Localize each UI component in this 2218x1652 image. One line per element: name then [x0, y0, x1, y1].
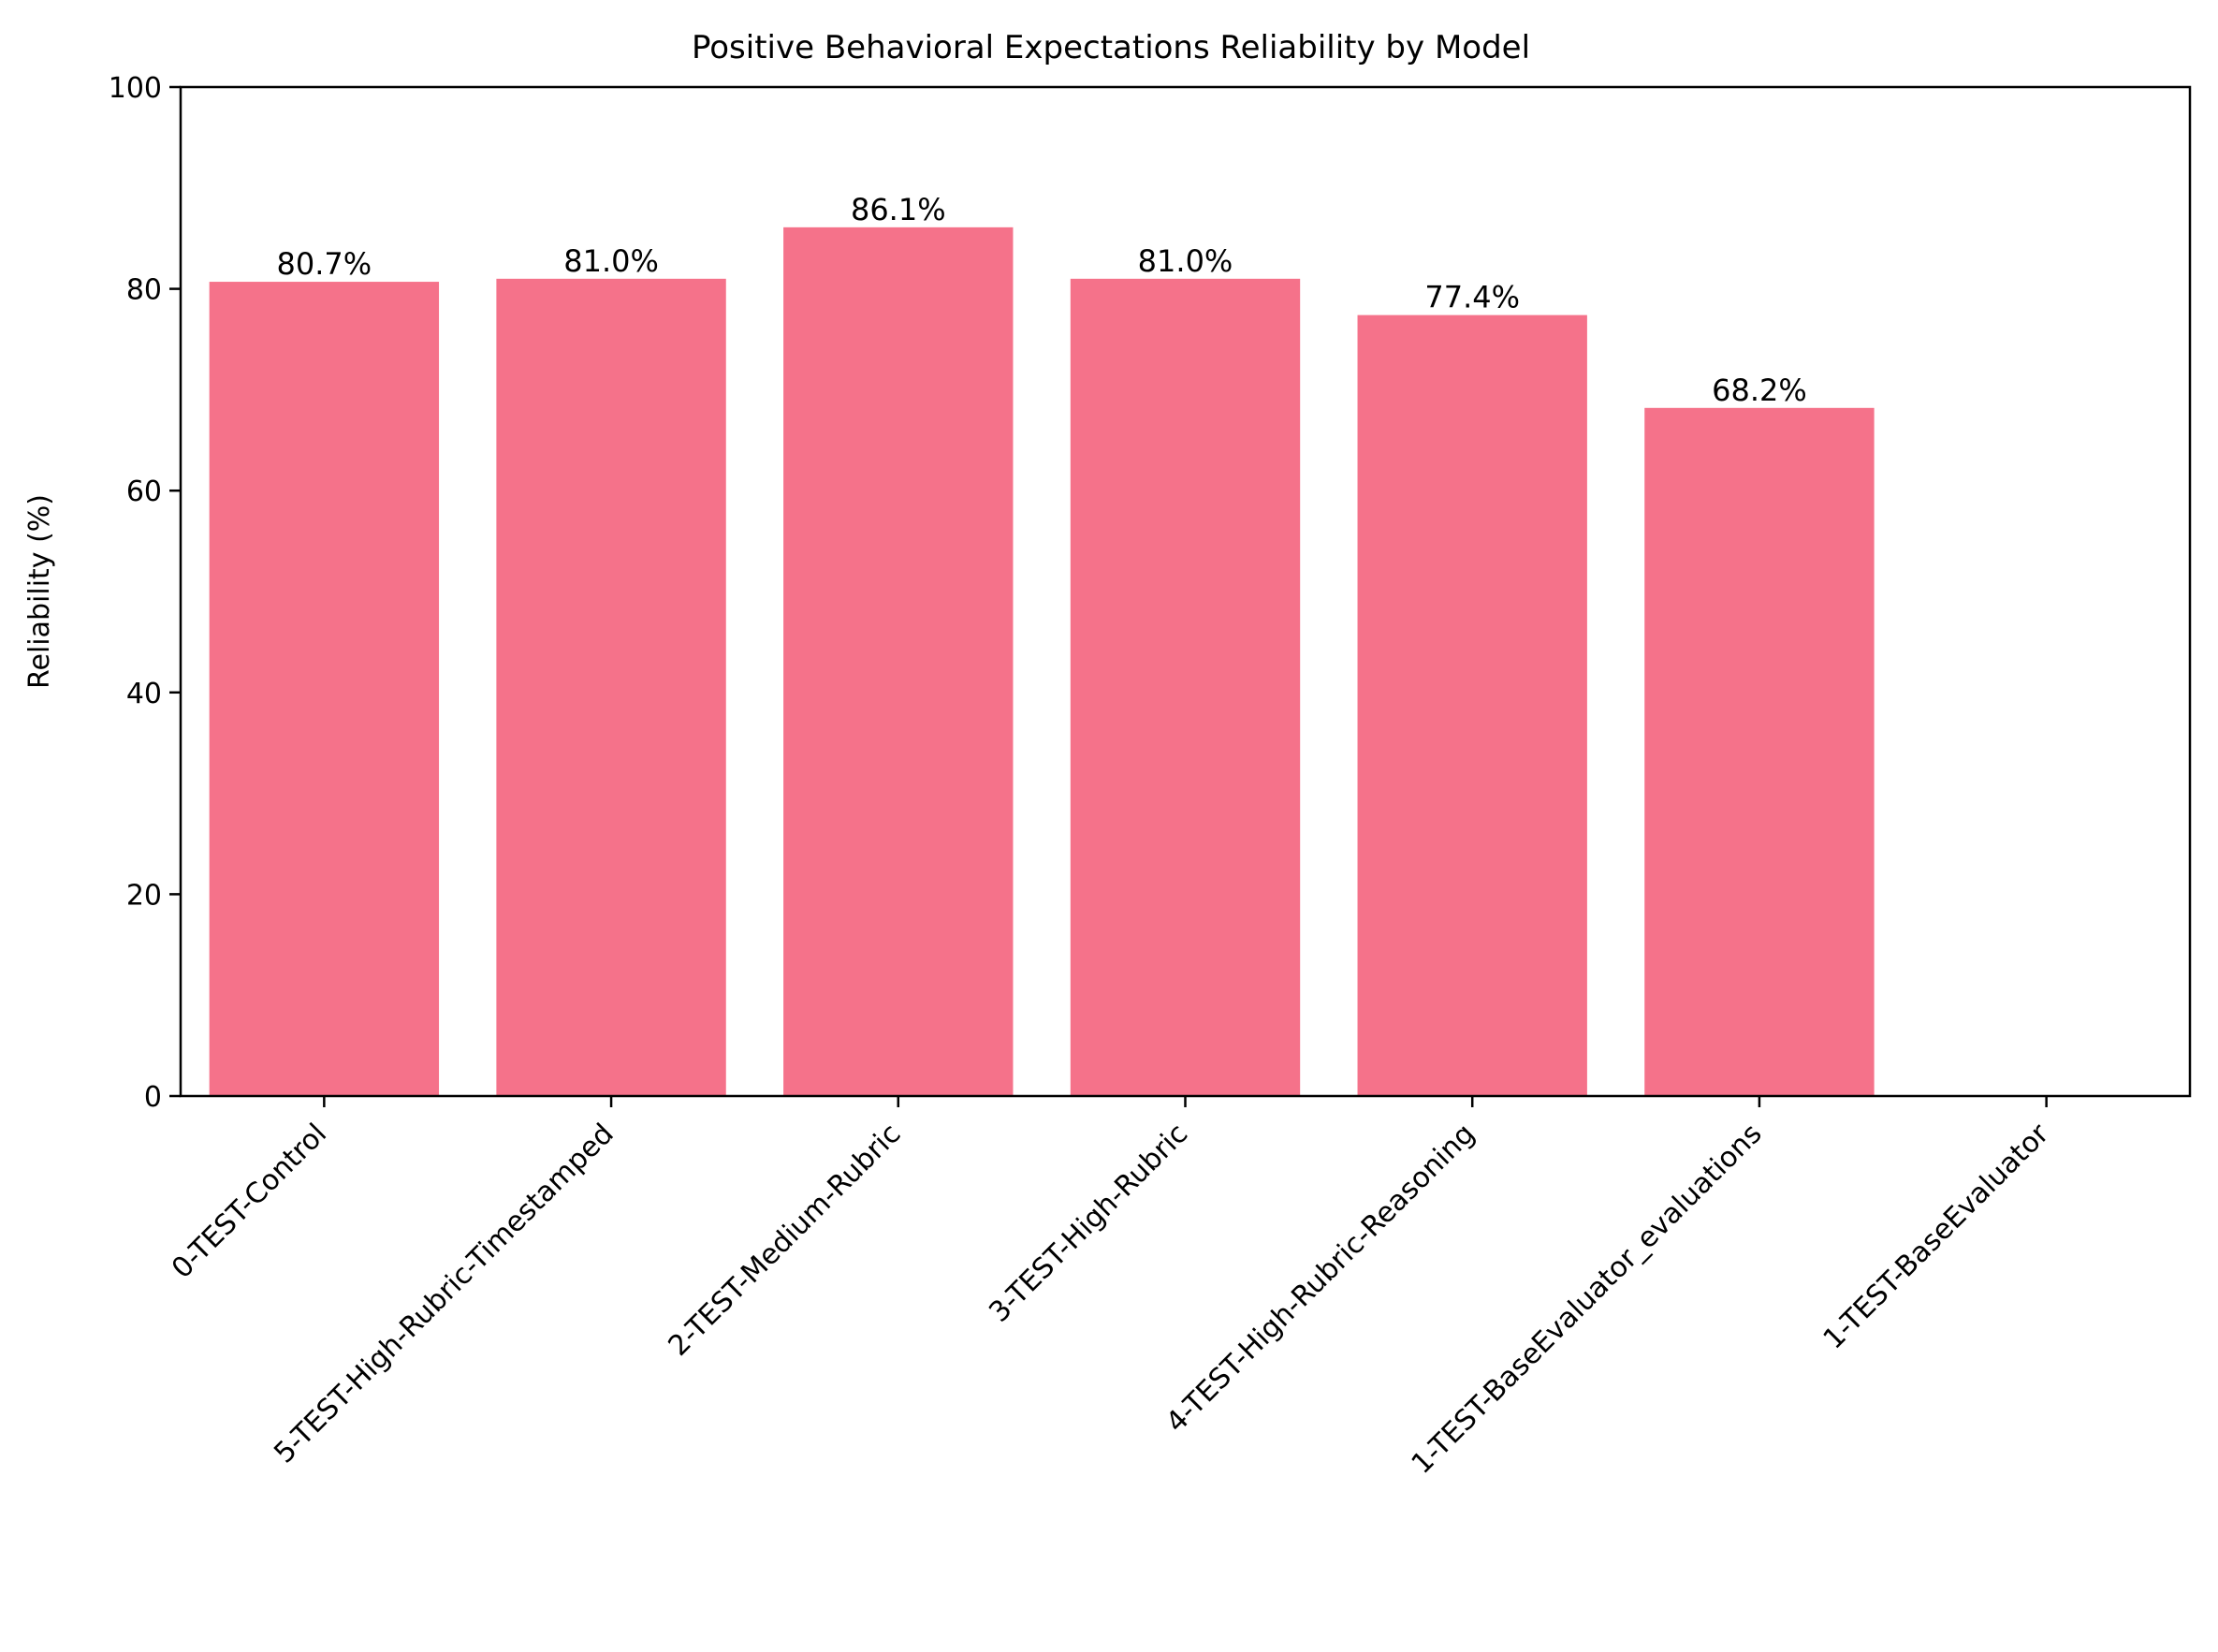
data-label: 68.2% — [1712, 373, 1807, 408]
data-label: 77.4% — [1424, 280, 1520, 315]
y-tick-label: 20 — [126, 879, 162, 912]
y-tick-label: 80 — [126, 274, 162, 307]
y-tick-label: 100 — [109, 72, 162, 105]
data-label: 80.7% — [277, 246, 372, 282]
y-tick-label: 60 — [126, 475, 162, 508]
y-axis-label: Reliability (%) — [23, 494, 56, 689]
y-tick-label: 40 — [126, 678, 162, 710]
bar — [783, 227, 1014, 1097]
bar — [209, 282, 440, 1097]
data-label: 81.0% — [563, 243, 659, 279]
y-tick-label: 0 — [144, 1081, 162, 1114]
bar — [1070, 278, 1301, 1096]
data-label: 86.1% — [851, 192, 946, 227]
plot-frame — [179, 85, 2192, 1098]
bar — [496, 278, 726, 1096]
bar — [1644, 407, 1875, 1097]
y-axis: 0 20 40 60 80 100 — [109, 72, 181, 1114]
bars-group — [209, 227, 1875, 1097]
data-labels-group: 80.7% 81.0% 86.1% 81.0% 77.4% 68.2% — [277, 192, 1807, 408]
chart-title: Positive Behavioral Expectations Reliabi… — [692, 29, 1530, 66]
data-label: 81.0% — [1138, 243, 1233, 279]
bar — [1357, 314, 1587, 1096]
